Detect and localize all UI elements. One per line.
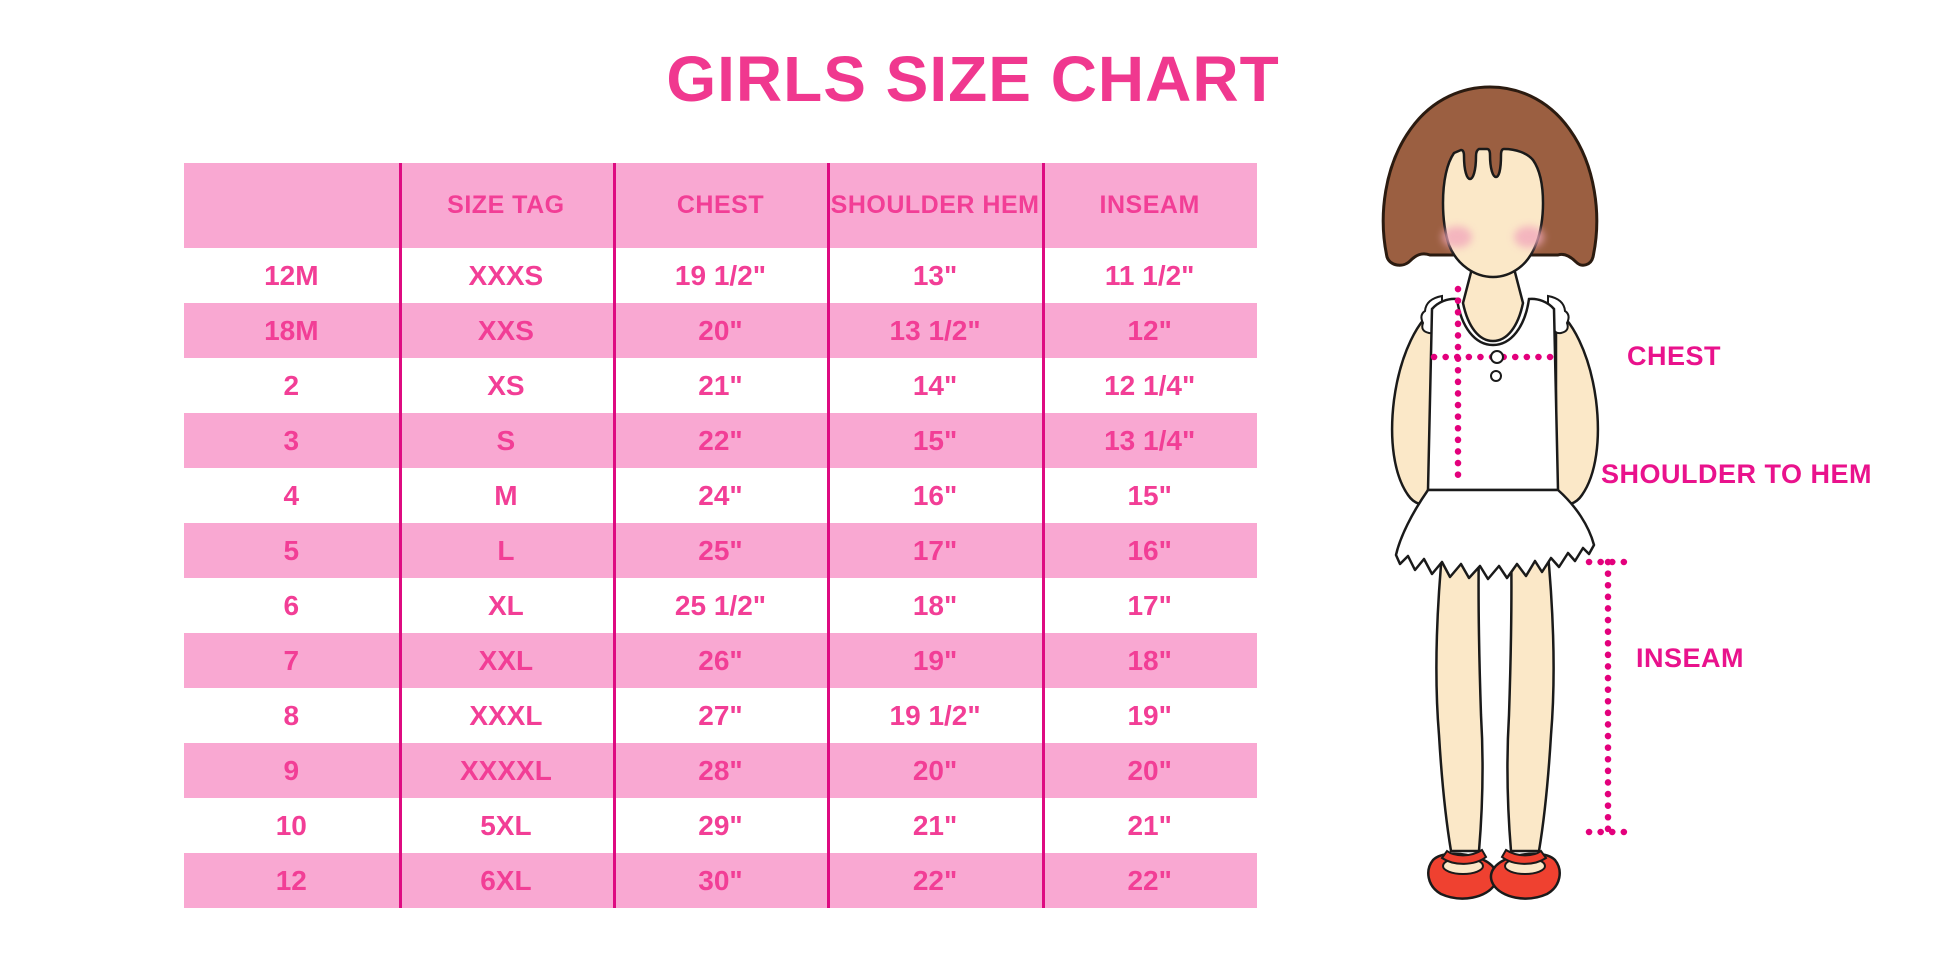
chest-label: CHEST: [1627, 341, 1722, 371]
girl-right-shoe-strap: [1500, 848, 1548, 865]
table-cell: M: [494, 479, 518, 511]
table-cell: 12M: [264, 259, 319, 291]
table-cell: 29": [698, 809, 743, 841]
table-cell: XL: [488, 589, 524, 621]
table-row: 3 S 22" 15" 13 1/4": [184, 413, 1257, 468]
table-cell: 25 1/2": [674, 589, 767, 621]
table-cell: 2: [283, 369, 300, 401]
table-cell: 21": [1127, 809, 1172, 841]
table-cell: S: [496, 424, 516, 456]
table-cell: 19 1/2": [889, 699, 981, 731]
table-cell: 28": [698, 754, 743, 786]
column-divider: [399, 163, 402, 908]
table-cell: 6: [283, 589, 300, 621]
table-cell: 17": [1127, 589, 1172, 621]
table-cell: 13": [912, 259, 958, 291]
table-row: 5 L 25" 17" 16": [184, 523, 1257, 578]
column-divider: [613, 163, 616, 908]
table-cell: 26": [698, 644, 743, 676]
page-title: GIRLS SIZE CHART: [666, 43, 1280, 115]
table-cell: 17": [912, 534, 958, 566]
table-cell: 24": [698, 479, 743, 511]
table-cell: 14": [912, 369, 958, 401]
table-cell: 25": [698, 534, 743, 566]
table-cell: 9: [283, 754, 300, 786]
inseam-label: INSEAM: [1636, 643, 1745, 673]
table-cell: 27": [698, 699, 743, 731]
girl-right-leg: [1506, 541, 1555, 853]
table-cell: 12: [275, 864, 307, 896]
table-cell: 19 1/2": [674, 259, 767, 291]
table-row: 12M XXXS 19 1/2" 13" 11 1/2": [184, 248, 1257, 303]
girl-skirt-ruffle: [1394, 488, 1596, 581]
table-cell: 21": [698, 369, 743, 401]
table-cell: L: [497, 534, 515, 566]
header-cell-chest: CHEST: [676, 191, 765, 219]
table-row: 8 XXXL 27" 19 1/2" 19": [184, 688, 1257, 743]
table-cell: XXS: [477, 314, 534, 346]
table-row: 4 M 24" 16" 15": [184, 468, 1257, 523]
girl-top-button: [1490, 350, 1504, 364]
table-cell: 22": [1127, 864, 1172, 896]
table-cell: 19": [912, 644, 958, 676]
table-cell: 22": [912, 864, 958, 896]
header-cell-blank: [184, 163, 399, 248]
table-cell: 5XL: [480, 809, 532, 841]
girl-left-shoe-strap: [1440, 848, 1488, 865]
girl-right-cheek: [1514, 226, 1544, 248]
table-cell: 3: [283, 424, 300, 456]
table-cell: 21": [912, 809, 958, 841]
table-row: 7 XXL 26" 19" 18": [184, 633, 1257, 688]
girl-left-cheek: [1442, 226, 1472, 248]
table-cell: 15": [912, 424, 958, 456]
size-table: SIZE TAG CHEST SHOULDER HEM INSEAM 12M XX…: [184, 163, 1257, 908]
girl-face: [1441, 147, 1545, 279]
table-cell: 5: [283, 534, 300, 566]
table-cell: 13 1/4": [1104, 424, 1196, 456]
table-cell: 10: [275, 809, 307, 841]
column-divider: [1042, 163, 1045, 908]
header-cell-inseam: INSEAM: [1099, 191, 1200, 219]
table-cell: XXL: [478, 644, 534, 676]
table-cell: 16": [912, 479, 958, 511]
girl-measurement-illustration: [1381, 85, 1632, 900]
table-cell: 4: [283, 479, 300, 511]
table-cell: 8: [283, 699, 300, 731]
table-cell: 11 1/2": [1104, 259, 1195, 291]
shoulder-to-hem-label: SHOULDER TO HEM: [1601, 459, 1873, 489]
table-cell: 22": [698, 424, 743, 456]
table-header-row: SIZE TAG CHEST SHOULDER HEM INSEAM: [184, 163, 1257, 248]
table-cell: 20": [1127, 754, 1172, 786]
girl-bottom-button: [1490, 370, 1502, 382]
table-row: 6 XL 25 1/2" 18" 17": [184, 578, 1257, 633]
table-cell: 7: [283, 644, 300, 676]
header-cell-size-tag: SIZE TAG: [447, 191, 565, 219]
table-cell: 20": [912, 754, 958, 786]
table-cell: 18": [912, 589, 958, 621]
table-cell: XXXXL: [459, 754, 552, 786]
column-divider: [827, 163, 830, 908]
table-cell: 20": [698, 314, 743, 346]
table-row: 10 5XL 29" 21" 21": [184, 798, 1257, 853]
table-cell: 18": [1127, 644, 1172, 676]
table-row: 12 6XL 30" 22" 22": [184, 853, 1257, 908]
table-cell: 16": [1127, 534, 1172, 566]
table-cell: 12 1/4": [1104, 369, 1196, 401]
table-cell: 30": [698, 864, 743, 896]
table-cell: 18M: [264, 314, 319, 346]
table-row: 9 XXXXL 28" 20" 20": [184, 743, 1257, 798]
table-cell: 19": [1127, 699, 1172, 731]
table-cell: 12": [1127, 314, 1172, 346]
table-cell: 13 1/2": [889, 314, 981, 346]
table-row: 18M XXS 20" 13 1/2" 12": [184, 303, 1257, 358]
table-cell: XXXL: [469, 699, 543, 731]
table-cell: XXXS: [468, 259, 544, 291]
table-row: 2 XS 21" 14" 12 1/4": [184, 358, 1257, 413]
table-cell: 15": [1127, 479, 1172, 511]
girl-left-leg: [1435, 541, 1484, 853]
table-cell: 6XL: [480, 864, 532, 896]
table-cell: XS: [487, 369, 525, 401]
header-cell-shoulder-hem: SHOULDER HEM: [830, 191, 1040, 219]
